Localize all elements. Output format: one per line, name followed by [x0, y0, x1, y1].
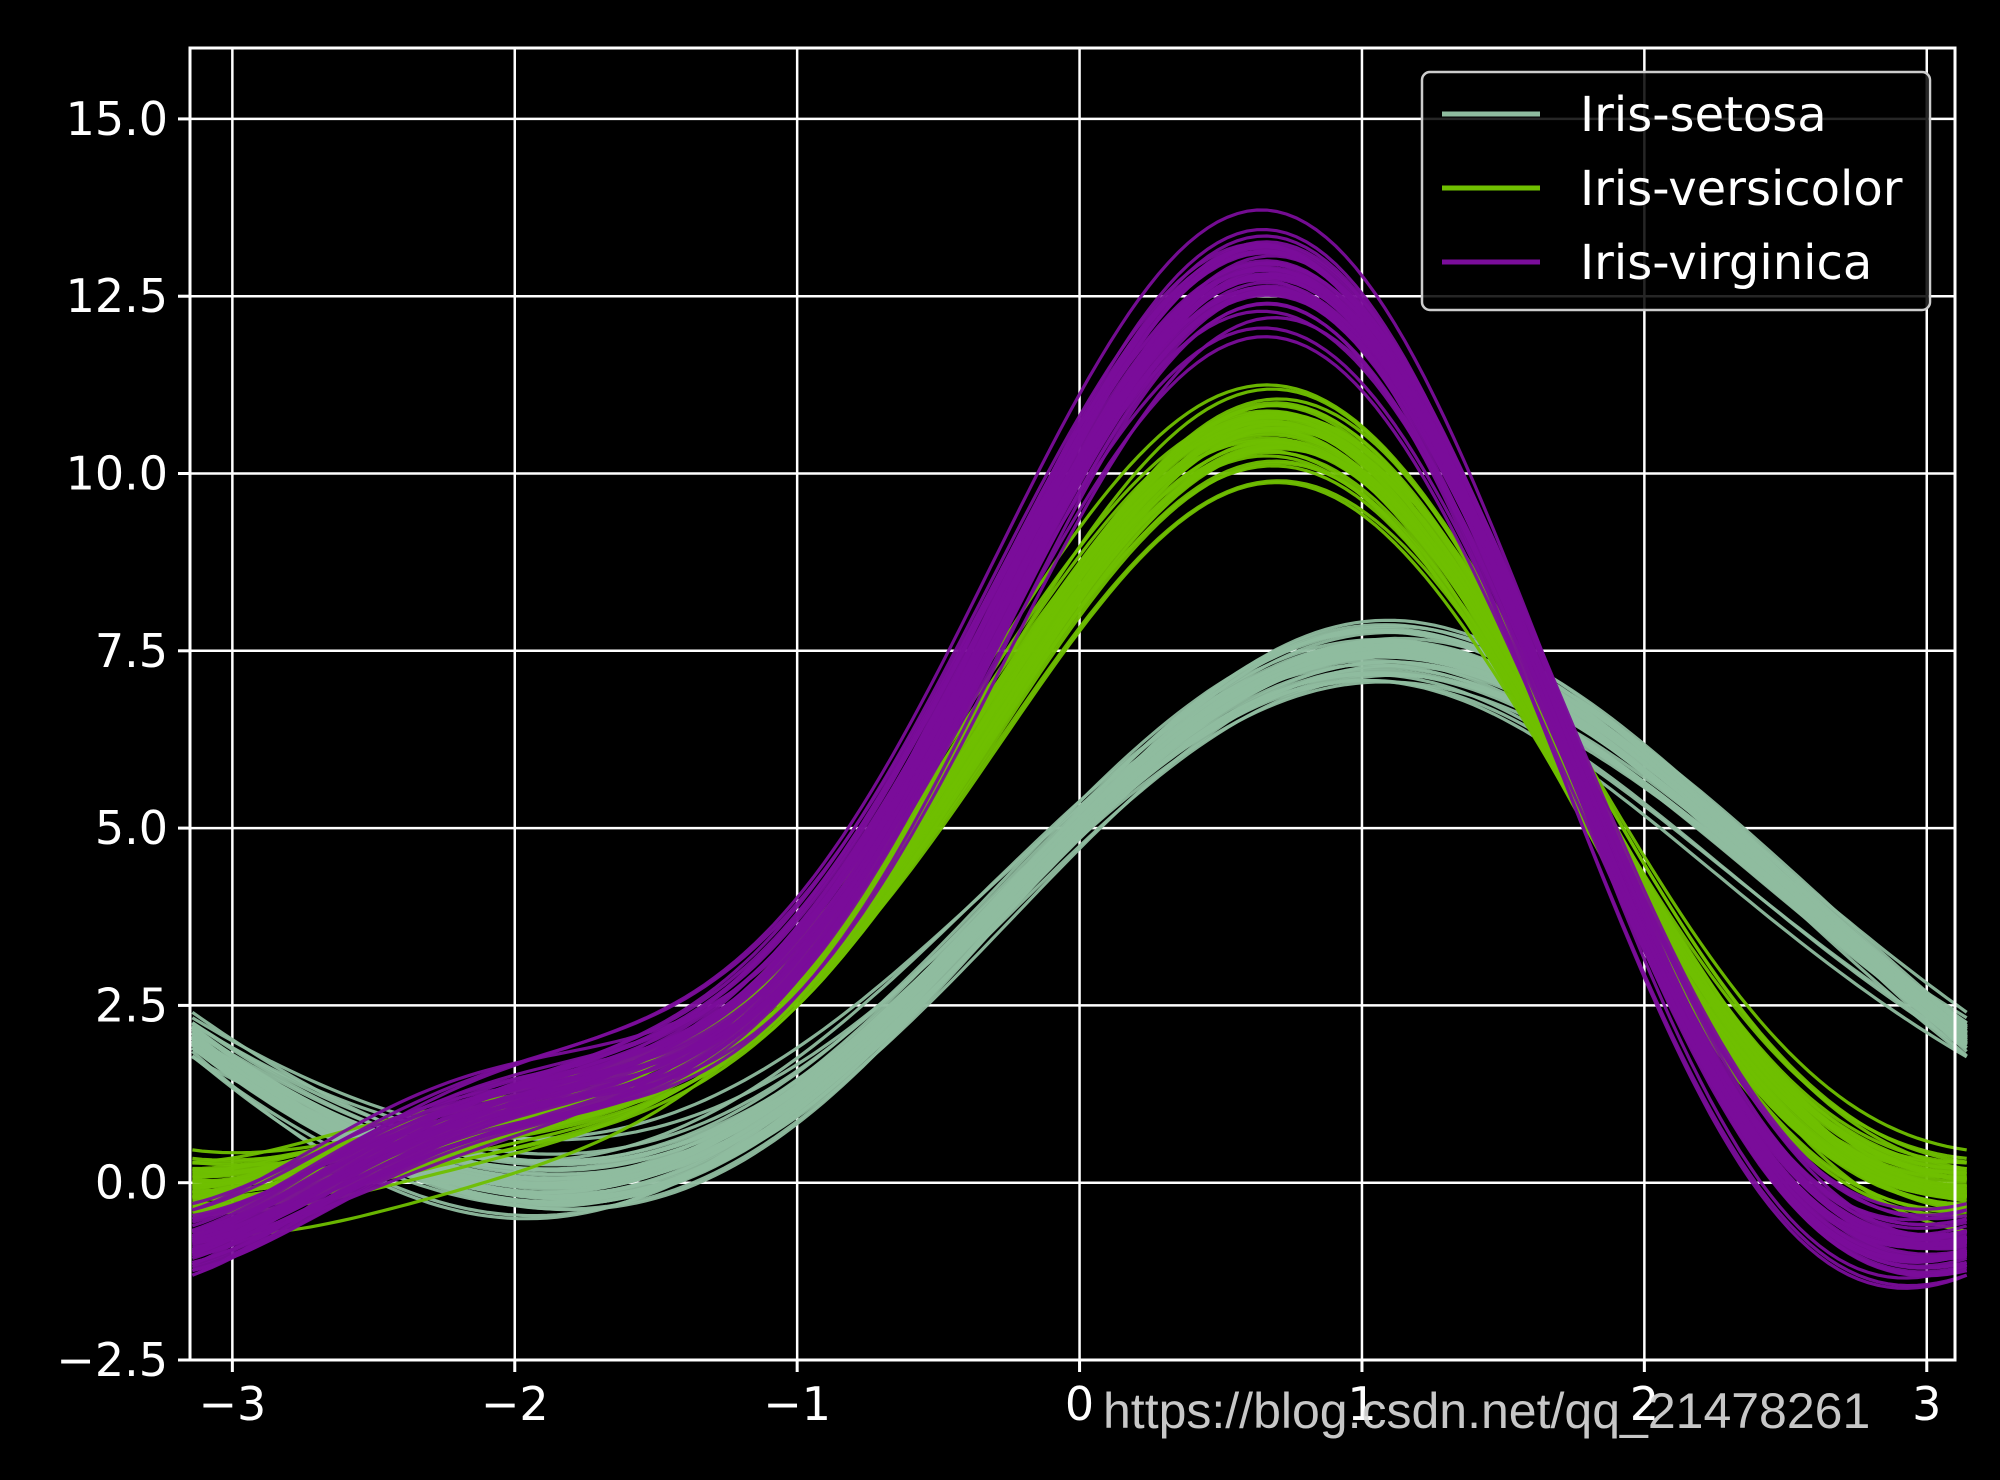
- legend-label: Iris-versicolor: [1580, 161, 1903, 217]
- legend: Iris-setosa Iris-versicolor Iris-virginica: [1420, 70, 1932, 312]
- curve-line: [191, 301, 1968, 1288]
- curve-line: [191, 660, 1968, 1204]
- axes-frame: [188, 46, 1957, 1362]
- curve-line: [191, 291, 1968, 1275]
- legend-label: Iris-setosa: [1580, 87, 1827, 143]
- curve-line: [192, 459, 1967, 1207]
- curve-line: [191, 626, 1968, 1198]
- y-tick-label: −2.5: [56, 1333, 168, 1387]
- curve-line: [191, 679, 1968, 1165]
- y-tick-label: 7.5: [95, 624, 168, 678]
- ticks: −3 −2 −1 0 1 2 3 −2.5 0.0 2.5 5.0 7.5 10.0 12.5 15.0: [56, 92, 1941, 1431]
- y-tick-label: 10.0: [66, 447, 168, 501]
- y-tick-label: 0.0: [95, 1156, 168, 1210]
- legend-box: [1420, 70, 1932, 312]
- curve-line: [191, 643, 1968, 1177]
- y-tick-label: 15.0: [66, 92, 168, 146]
- x-tick-label: 3: [1912, 1377, 1941, 1431]
- y-tick-label: 12.5: [66, 269, 168, 323]
- curve-line: [191, 637, 1968, 1182]
- curve-line: [191, 272, 1968, 1242]
- y-tick-label: 5.0: [95, 801, 168, 855]
- x-tick-label: 2: [1630, 1377, 1659, 1431]
- curve-line: [191, 630, 1968, 1207]
- curve-line: [192, 254, 1967, 1237]
- x-tick-label: −3: [198, 1377, 266, 1431]
- x-tick-label: 0: [1065, 1377, 1094, 1431]
- series-iris-virginica: [191, 208, 1968, 1290]
- x-tick-label: −1: [763, 1377, 831, 1431]
- x-tick-label: −2: [481, 1377, 549, 1431]
- y-tick-label: 2.5: [95, 978, 168, 1032]
- curves: [191, 208, 1968, 1290]
- legend-label: Iris-virginica: [1580, 235, 1872, 291]
- watermark-text: https://blog.csdn.net/qq_21478261: [1103, 1383, 1870, 1439]
- x-tick-label: 1: [1347, 1377, 1376, 1431]
- curve-line: [191, 208, 1968, 1242]
- curve-line: [191, 266, 1968, 1238]
